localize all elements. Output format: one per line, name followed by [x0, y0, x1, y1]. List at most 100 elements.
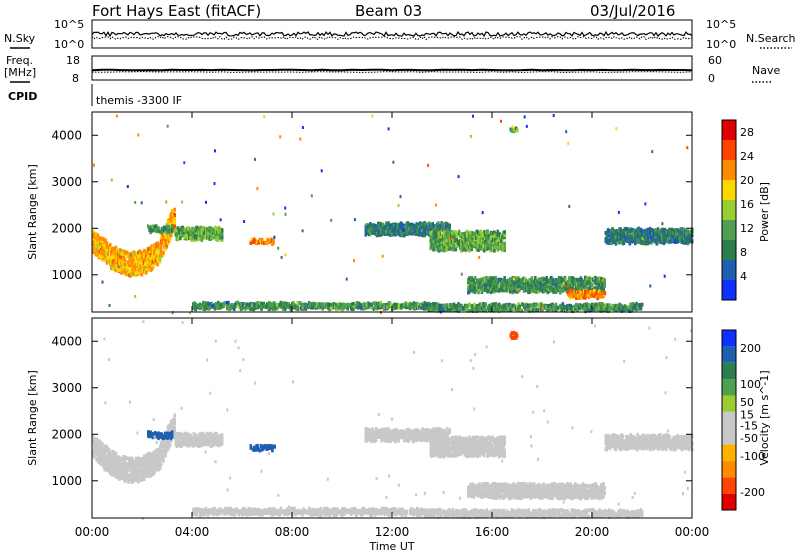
range-cell: [503, 248, 506, 252]
scatter-cell: [567, 142, 569, 145]
range-cell: [376, 429, 379, 433]
scatter-cell: [435, 204, 437, 207]
range-cell: [561, 278, 564, 282]
scatter-cell: [478, 256, 480, 259]
scatter-cell: [482, 211, 484, 214]
range-cell: [259, 449, 262, 453]
range-cell: [201, 432, 204, 436]
scatter-cell: [93, 164, 95, 167]
range-cell: [171, 228, 174, 232]
range-cell: [171, 430, 174, 434]
range-cell: [516, 128, 519, 132]
scatter-cell: [642, 237, 644, 240]
scatter-cell: [470, 135, 472, 138]
scatter-cell: [450, 237, 452, 240]
scatter-cell: [427, 164, 429, 167]
range-cell: [153, 450, 156, 454]
noise-sky-trace: [92, 32, 692, 36]
range-cell: [152, 263, 155, 267]
range-cell: [250, 444, 253, 448]
range-cell: [493, 249, 496, 253]
scatter-cell: [330, 219, 332, 222]
scatter-cell: [263, 115, 265, 118]
range-cell: [503, 230, 506, 234]
velocity-cells: [92, 320, 694, 520]
scatter-cell: [102, 281, 104, 284]
range-cell: [366, 427, 369, 431]
range-cell: [93, 455, 96, 459]
noise-left-label: N.Sky: [4, 32, 36, 45]
range-cell: [370, 303, 373, 307]
range-cell: [655, 228, 658, 232]
date-label: 03/Jul/2016: [590, 2, 675, 20]
range-cell: [173, 208, 176, 212]
scatter-cell: [553, 114, 555, 117]
scatter-cell: [220, 218, 222, 221]
scatter-cell: [371, 115, 373, 118]
scatter-cell: [441, 232, 443, 235]
scatter-cell: [403, 229, 405, 232]
scatter-cell: [127, 185, 129, 188]
scatter-cell: [392, 161, 394, 164]
scatter-cell: [226, 301, 228, 304]
range-cell: [173, 414, 176, 418]
range-cell: [221, 442, 224, 446]
range-cell: [159, 258, 162, 262]
scatter-cell: [458, 175, 460, 178]
range-cell: [157, 436, 160, 440]
range-cell: [473, 303, 476, 307]
y-tick-label: 1000: [51, 268, 82, 282]
range-cell: [456, 232, 459, 236]
scatter-cell: [284, 253, 286, 256]
scatter-cell: [400, 195, 402, 198]
scatter-cell: [500, 120, 502, 123]
noise-right-tick-bottom: 10^0: [706, 38, 736, 51]
scatter-cell: [281, 256, 283, 259]
scatter-cell: [649, 285, 651, 288]
scatter-cell: [321, 169, 323, 172]
scatter-cell: [284, 207, 286, 210]
range-cell: [173, 418, 176, 422]
nave-trace: [92, 72, 692, 73]
cpid-label: CPID: [8, 90, 37, 103]
scatter-cell: [512, 125, 514, 128]
range-cell: [221, 433, 224, 437]
range-cell: [221, 228, 224, 232]
scatter-cell: [602, 279, 604, 282]
scatter-cell: [214, 149, 216, 152]
scatter-cell: [353, 259, 355, 262]
range-cell: [214, 511, 217, 515]
range-cell: [534, 276, 537, 280]
range-cell: [100, 449, 103, 453]
range-cell: [382, 223, 385, 227]
range-cell: [565, 278, 568, 282]
range-cell: [448, 224, 451, 228]
scatter-cell: [529, 288, 531, 291]
range-cell: [276, 303, 279, 307]
scatter-cell: [638, 227, 640, 230]
range-cell: [171, 435, 174, 439]
range-cell: [284, 307, 287, 311]
range-cell: [599, 291, 602, 295]
range-cell: [201, 238, 204, 242]
range-cell: [676, 228, 679, 232]
scatter-cell: [181, 201, 183, 204]
range-cell: [484, 302, 487, 306]
scatter-cell: [134, 295, 136, 298]
range-cell: [486, 229, 489, 233]
range-cell: [214, 507, 217, 511]
beam-label: Beam 03: [355, 2, 422, 20]
scatter-cell: [346, 278, 348, 281]
nave-tick-bottom: 0: [708, 72, 715, 85]
scatter-cell: [382, 255, 384, 258]
scatter-cell: [388, 127, 390, 130]
scatter-cell: [513, 284, 515, 287]
freq-panel: Freq. [MHz] 18 8 60 0 Nave: [4, 54, 780, 85]
range-cell: [100, 237, 103, 241]
range-cell: [141, 273, 144, 277]
range-cell: [383, 303, 386, 307]
range-cell: [518, 305, 521, 309]
scatter-cell: [109, 304, 111, 307]
range-cell: [557, 306, 560, 310]
freq-tick-bottom: 8: [72, 72, 79, 85]
